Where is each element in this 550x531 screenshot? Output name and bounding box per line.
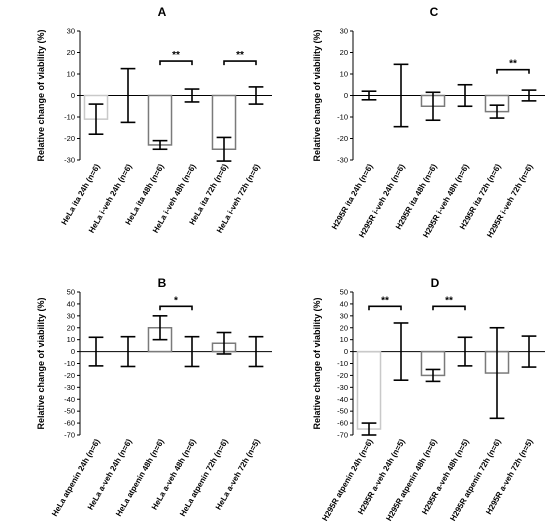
y-tick-label: -20: [64, 371, 75, 380]
y-tick-label: 30: [340, 311, 348, 320]
significance-bracket: [432, 305, 466, 311]
y-tick-label: 0: [344, 347, 348, 356]
significance-bracket: [159, 305, 193, 311]
significance-label: **: [236, 50, 244, 61]
y-tick-label: -70: [64, 431, 75, 440]
y-tick-label: -20: [64, 134, 75, 143]
y-tick-label: 20: [67, 323, 75, 332]
y-tick-label: -30: [337, 156, 348, 165]
y-tick-label: -20: [337, 371, 348, 380]
y-tick-label: -60: [337, 419, 348, 428]
y-tick-label: -30: [337, 383, 348, 392]
y-tick-label: 20: [67, 48, 75, 57]
y-axis-label: Relative change of viability (%): [312, 297, 322, 429]
y-tick-label: 30: [340, 27, 348, 36]
y-tick-label: 20: [340, 323, 348, 332]
y-axis-label: Relative change of viability (%): [312, 29, 322, 161]
y-tick-label: -30: [64, 383, 75, 392]
y-tick-label: -20: [337, 134, 348, 143]
significance-label: **: [445, 295, 453, 306]
significance-bracket: [496, 68, 530, 74]
y-tick-label: 10: [67, 70, 75, 79]
y-tick-label: 10: [340, 335, 348, 344]
y-tick-label: 0: [344, 91, 348, 100]
y-tick-label: 10: [340, 70, 348, 79]
y-tick-label: 30: [67, 311, 75, 320]
chart-panel-b: B Relative change of viability (%) -70 -60 -…: [36, 276, 272, 518]
y-tick-label: -40: [337, 395, 348, 404]
y-tick-label: 10: [67, 335, 75, 344]
y-tick-label: 50: [67, 288, 75, 297]
panel-title: B: [158, 276, 167, 290]
y-tick-label: -40: [64, 395, 75, 404]
y-tick-label: -10: [337, 113, 348, 122]
chart-panel-a: A Relative change of viability (%) -30 -20 -…: [36, 5, 272, 235]
y-tick-label: -50: [337, 407, 348, 416]
chart-panel-d: D Relative change of viability (%) -70 -60 -…: [312, 276, 545, 523]
y-tick-label: -50: [64, 407, 75, 416]
y-axis-label: Relative change of viability (%): [36, 29, 46, 161]
y-tick-label: -10: [64, 113, 75, 122]
y-tick-label: 20: [340, 48, 348, 57]
y-axis-label: Relative change of viability (%): [36, 297, 46, 429]
y-tick-label: 40: [340, 299, 348, 308]
y-tick-label: 50: [340, 288, 348, 297]
y-tick-label: 0: [71, 347, 75, 356]
y-tick-label: 30: [67, 27, 75, 36]
significance-label: **: [172, 50, 180, 61]
y-tick-label: -10: [337, 359, 348, 368]
significance-label: **: [509, 59, 517, 70]
y-tick-label: -60: [64, 419, 75, 428]
chart-panel-c: C Relative change of viability (%) -30 -20 -…: [312, 5, 545, 239]
panel-title: D: [431, 276, 440, 290]
y-tick-label: -70: [337, 431, 348, 440]
significance-bracket: [223, 60, 257, 66]
significance-label: **: [381, 295, 389, 306]
panel-title: A: [158, 5, 167, 19]
y-tick-label: 0: [71, 91, 75, 100]
bar: [356, 350, 382, 430]
y-tick-label: -10: [64, 359, 75, 368]
significance-label: *: [174, 295, 178, 306]
panel-title: C: [430, 5, 439, 19]
significance-bracket: [159, 60, 193, 66]
y-tick-label: 40: [67, 299, 75, 308]
y-tick-label: -30: [64, 156, 75, 165]
bar: [147, 94, 173, 146]
significance-bracket: [368, 305, 402, 311]
